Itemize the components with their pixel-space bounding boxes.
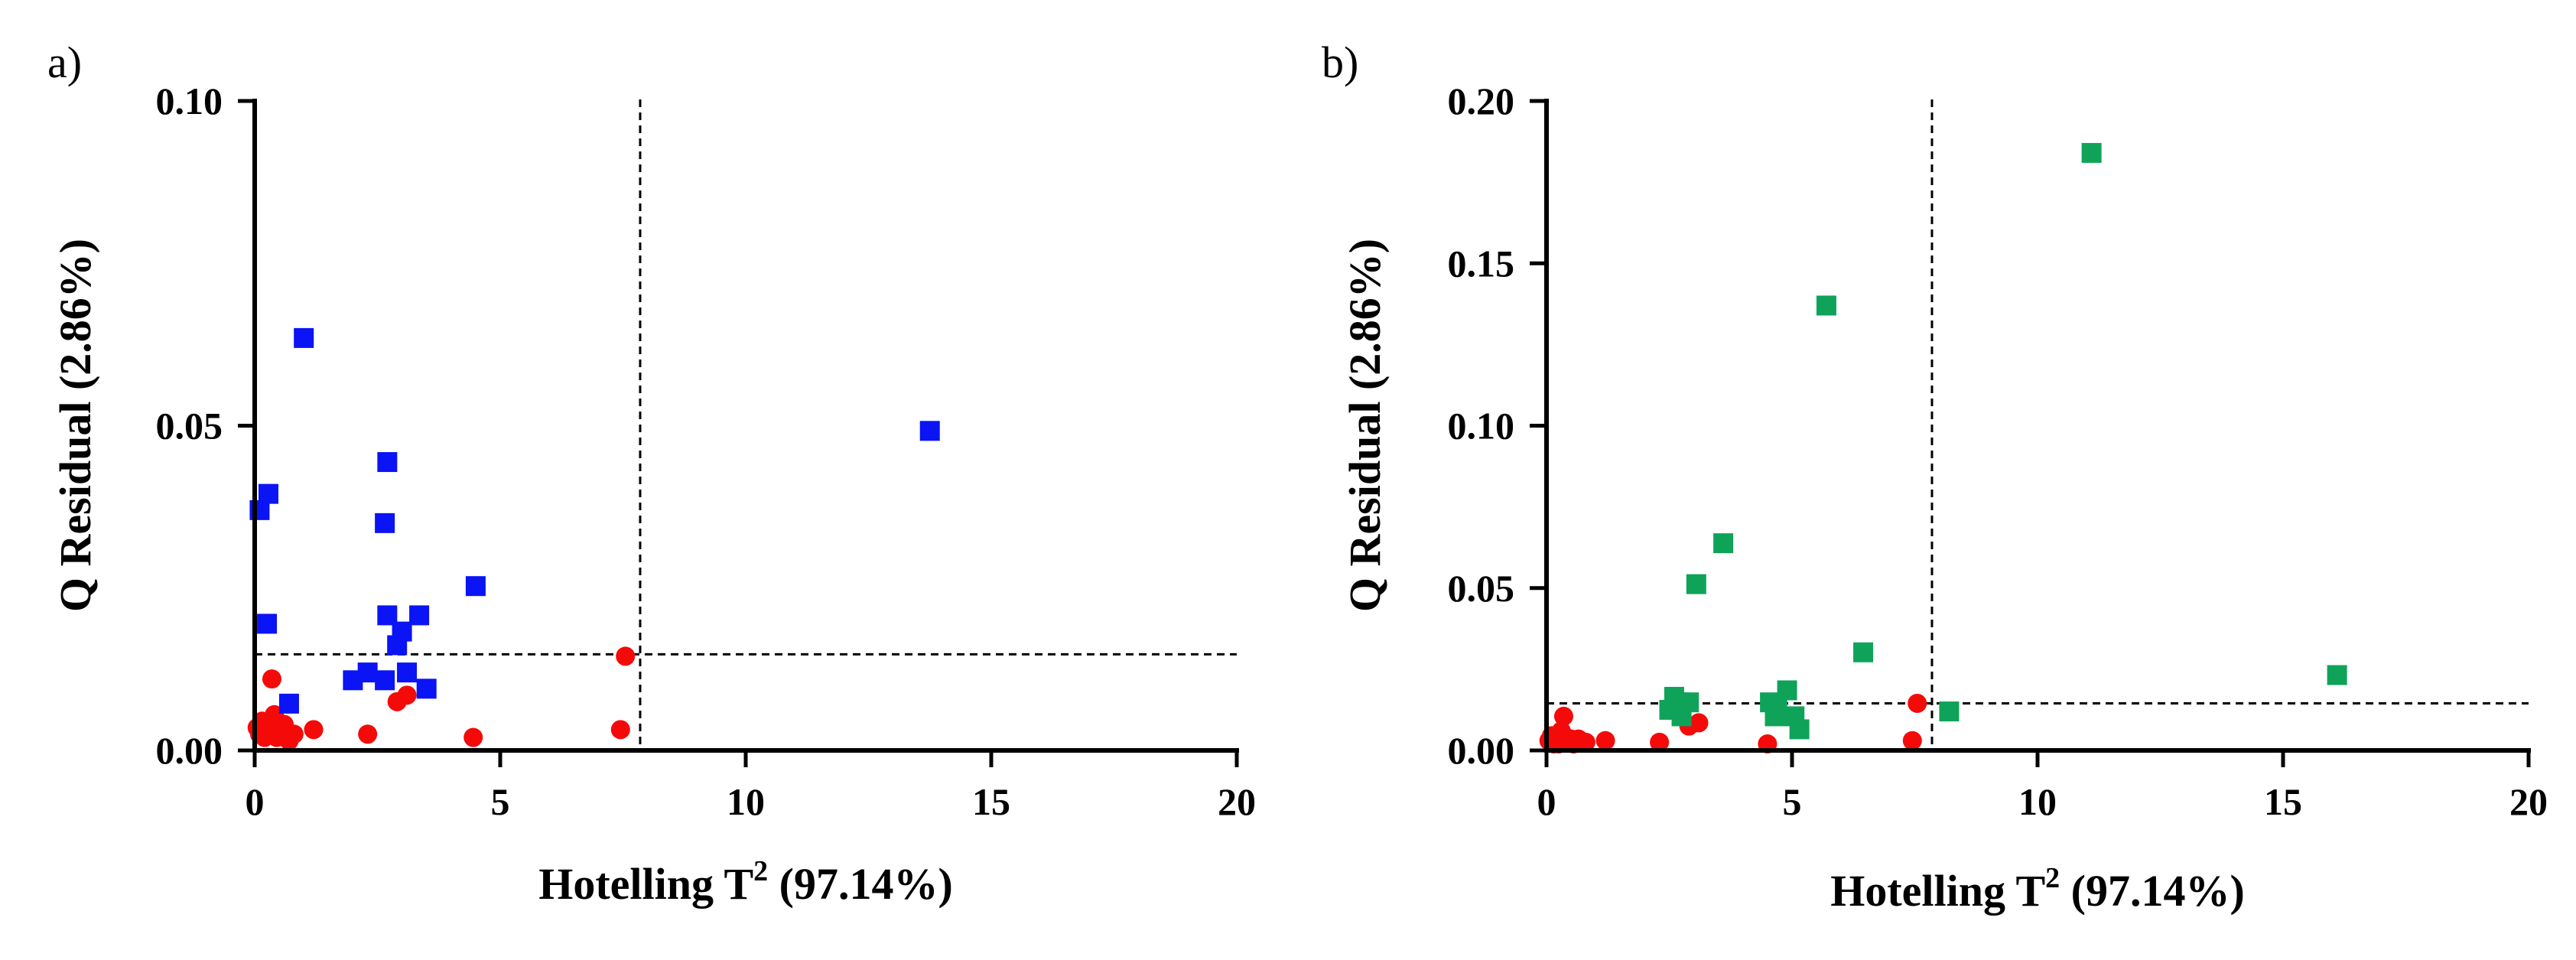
data-point-circle: [262, 669, 281, 689]
y-tick-label: 0.05: [1448, 567, 1515, 610]
x-tick-label: 15: [972, 780, 1010, 823]
data-point-square: [1777, 680, 1797, 701]
x-axis-title: Hotelling T2 (97.14%): [538, 855, 953, 909]
data-point-square: [1939, 701, 1960, 722]
data-point-circle: [1595, 731, 1615, 750]
x-axis-title-main: Hotelling T: [538, 859, 753, 909]
x-axis-title-superscript: 2: [2045, 862, 2060, 894]
data-point-square: [278, 693, 299, 714]
data-point-square: [375, 513, 395, 533]
y-tick-label: 0.05: [156, 405, 223, 447]
data-point-square: [1686, 574, 1706, 594]
x-tick-label: 10: [2018, 780, 2057, 823]
data-point-circle: [284, 724, 304, 744]
y-axis-title: Q Residual (2.86%): [50, 239, 100, 612]
data-point-square: [258, 483, 278, 504]
data-point-circle: [463, 727, 483, 747]
data-point-square: [1816, 295, 1836, 316]
data-point-square: [465, 576, 486, 597]
data-point-square: [375, 670, 395, 691]
data-point-square: [1853, 642, 1874, 662]
scatter-plot-b: 0 5 10 15 20 0.00 0.05 0.10 0.15 0.20 Hotelling T2…: [1340, 80, 2548, 916]
chart-panel-a: a) 0 5 10 15 20 0.00 0.05 0.10 Hotelling T2 (97.…: [47, 37, 1256, 909]
data-point-circle: [616, 646, 636, 666]
data-point-circle: [1908, 693, 1927, 713]
data-point-square: [392, 621, 412, 642]
y-tick-label: 0.00: [1448, 729, 1515, 772]
data-point-square: [257, 613, 278, 634]
data-point-square: [416, 679, 437, 699]
data-point-square: [919, 421, 940, 441]
chart-panel-b: b) 0 5 10 15 20 0.00 0.05 0.10 0.15 0.20 Hotelling…: [1288, 0, 2576, 960]
data-point-circle: [304, 720, 324, 740]
x-tick-label: 20: [2509, 780, 2548, 823]
data-point-square: [377, 452, 398, 473]
data-point-square: [294, 327, 314, 348]
data-point-circle: [1902, 731, 1922, 750]
data-point-square: [1713, 533, 1734, 554]
y-axis-title: Q Residual (2.86%): [1340, 239, 1390, 612]
data-point-circle: [397, 685, 417, 705]
data-point-circle: [1689, 713, 1709, 733]
x-axis-title-suffix: (97.14%): [768, 859, 953, 909]
x-tick-label: 0: [246, 780, 265, 823]
panel-label-a: a): [47, 37, 83, 87]
x-tick-label: 20: [1218, 780, 1256, 823]
data-point-circle: [1553, 706, 1573, 726]
data-point-square: [409, 605, 430, 626]
y-tick-label: 0.10: [156, 80, 223, 122]
x-axis-title: Hotelling T2 (97.14%): [1830, 862, 2245, 916]
y-tick-label: 0.20: [1448, 80, 1515, 122]
data-point-circle: [610, 720, 630, 740]
data-point-square: [1789, 719, 1810, 740]
data-point-square: [2327, 665, 2347, 685]
data-point-square: [1679, 692, 1699, 713]
data-point-square: [357, 662, 378, 683]
data-point-square: [2081, 142, 2102, 163]
y-tick-label: 0.15: [1448, 242, 1515, 285]
x-tick-label: 10: [727, 780, 765, 823]
data-point-circle: [1650, 732, 1670, 752]
x-axis-title-superscript: 2: [753, 855, 768, 887]
data-point-circle: [358, 724, 378, 744]
x-tick-label: 5: [1783, 780, 1802, 823]
y-tick-label: 0.00: [156, 729, 223, 772]
y-tick-label: 0.10: [1448, 405, 1515, 447]
panel-label-b: b): [1322, 37, 1359, 87]
x-tick-label: 15: [2264, 780, 2302, 823]
x-tick-label: 0: [1537, 780, 1556, 823]
scatter-plot-a: 0 5 10 15 20 0.00 0.05 0.10 Hotelling T2 (97.14%…: [50, 80, 1256, 909]
x-axis-title-main: Hotelling T: [1830, 866, 2045, 916]
x-tick-label: 5: [491, 780, 510, 823]
data-point-square: [397, 662, 418, 683]
x-axis-title-suffix: (97.14%): [2060, 866, 2245, 916]
data-point-circle: [1576, 732, 1595, 752]
